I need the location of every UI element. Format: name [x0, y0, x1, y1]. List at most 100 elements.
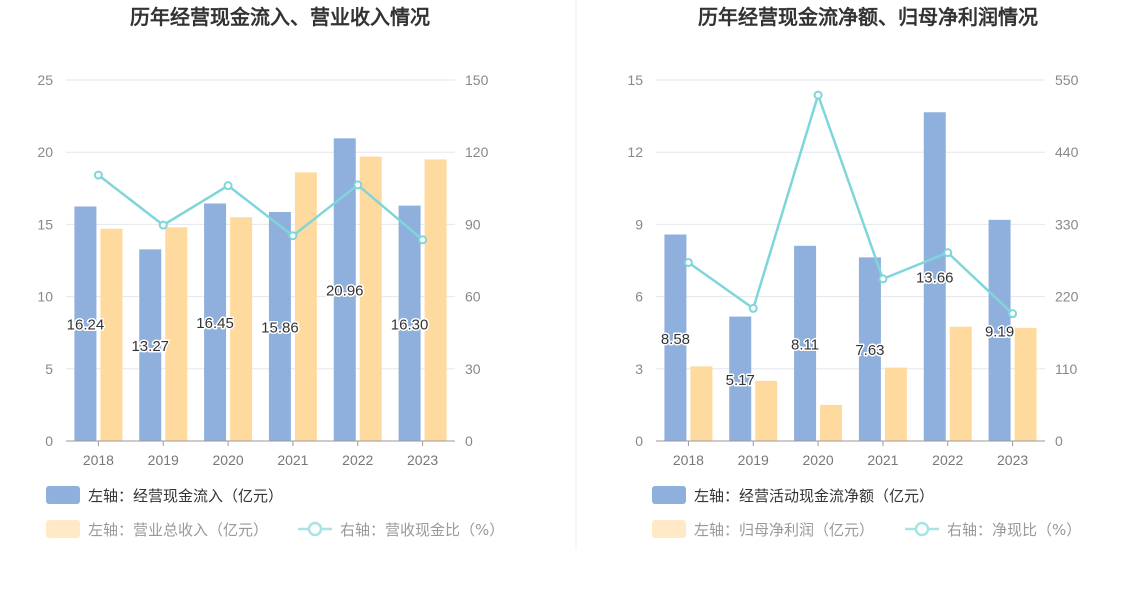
data-label: 13.66	[916, 270, 954, 287]
bar-secondary	[755, 380, 778, 441]
line-series	[97, 174, 424, 241]
y-left-tick-label: 20	[37, 144, 53, 160]
data-label: 8.58	[661, 331, 690, 348]
x-tick-label: 2022	[342, 452, 373, 468]
bar-primary	[729, 316, 752, 441]
x-tick-label: 2020	[803, 452, 834, 468]
bar-secondary	[690, 366, 713, 441]
x-tick-label: 2023	[407, 452, 438, 468]
line-point	[223, 181, 233, 191]
data-label: 13.27	[131, 338, 169, 355]
bar-primary	[268, 211, 291, 441]
chart-title: 历年经营现金流净额、归母净利润情况	[698, 5, 1038, 29]
x-tick-label: 2018	[673, 452, 704, 468]
x-tick-label: 2019	[148, 452, 179, 468]
legend-swatch	[652, 486, 686, 504]
bar-secondary	[230, 217, 253, 441]
y-left-tick-label: 25	[37, 72, 53, 88]
legend-label: 左轴：经营现金流入（亿元）	[88, 487, 283, 505]
bar-primary	[988, 219, 1011, 441]
bar-secondary	[100, 228, 123, 441]
x-tick-label: 2022	[932, 452, 963, 468]
line-point	[683, 257, 693, 267]
legend-line-marker	[914, 521, 930, 537]
line-point	[158, 220, 168, 230]
bar-primary	[858, 257, 881, 441]
y-right-tick-label: 550	[1055, 72, 1079, 88]
legend-line-marker	[307, 521, 323, 537]
legend-label: 右轴：净现比（%）	[947, 521, 1081, 539]
y-right-tick-label: 60	[465, 289, 481, 305]
data-label: 5.17	[726, 372, 755, 389]
data-label: 7.63	[855, 342, 884, 359]
bar-secondary	[820, 404, 843, 441]
bar-primary	[204, 203, 227, 441]
bar-secondary	[165, 227, 188, 441]
legend-label: 右轴：营收现金比（%）	[340, 521, 504, 539]
x-tick-label: 2021	[867, 452, 898, 468]
legend-swatch	[652, 520, 686, 538]
bar-primary	[794, 245, 817, 441]
x-tick-label: 2023	[997, 452, 1028, 468]
legend-swatch	[46, 520, 80, 538]
y-right-tick-label: 90	[465, 216, 481, 232]
data-label: 16.45	[196, 315, 234, 332]
data-label: 15.86	[261, 319, 299, 336]
chart-left: 历年经营现金流入、营业收入情况 0 5 10 15 20 25 0 30 60 90 120 150…	[37, 5, 504, 539]
y-left-tick-label: 9	[635, 216, 643, 232]
bar-primary	[74, 206, 97, 441]
y-right-tick-label: 150	[465, 72, 489, 88]
bar-primary	[139, 249, 162, 441]
line-point	[813, 90, 823, 100]
bar-primary	[333, 138, 356, 442]
bar-secondary	[359, 156, 382, 442]
bar-secondary	[294, 172, 317, 441]
y-right-tick-label: 110	[1055, 361, 1078, 377]
legend-label: 左轴：归母净利润（亿元）	[694, 521, 874, 539]
y-right-tick-label: 30	[465, 361, 481, 377]
y-left-tick-label: 5	[45, 361, 53, 377]
y-left-tick-label: 6	[635, 289, 643, 305]
legend-swatch	[46, 486, 80, 504]
y-left-tick-label: 0	[45, 433, 53, 449]
bar-secondary	[1014, 327, 1037, 441]
chart-title: 历年经营现金流入、营业收入情况	[130, 5, 430, 29]
x-tick-label: 2018	[83, 452, 114, 468]
data-label: 8.11	[791, 336, 819, 353]
line-series	[687, 91, 1014, 315]
y-left-tick-label: 10	[37, 289, 53, 305]
legend-label: 左轴：营业总收入（亿元）	[88, 521, 268, 539]
chart-right: 历年经营现金流净额、归母净利润情况 0 3 6 9 12 15 0 110 220 330 440…	[627, 5, 1081, 539]
y-left-tick-label: 12	[627, 144, 643, 160]
y-left-tick-label: 15	[627, 72, 643, 88]
y-left-tick-label: 15	[37, 216, 53, 232]
y-right-tick-label: 0	[465, 433, 473, 449]
x-tick-label: 2020	[213, 452, 244, 468]
data-label: 16.24	[67, 317, 105, 334]
bar-primary	[664, 234, 687, 441]
bar-primary	[923, 112, 946, 442]
bar-primary	[398, 205, 421, 441]
data-label: 16.30	[391, 316, 429, 333]
line-point	[418, 235, 428, 245]
y-right-tick-label: 220	[1055, 289, 1079, 305]
x-tick-label: 2021	[277, 452, 308, 468]
line-point	[748, 303, 758, 313]
line-point	[93, 170, 103, 180]
y-right-tick-label: 440	[1055, 144, 1079, 160]
bar-secondary	[424, 159, 447, 442]
y-left-tick-label: 3	[635, 361, 643, 377]
y-right-tick-label: 0	[1055, 433, 1063, 449]
line-point	[288, 231, 298, 241]
data-label: 9.19	[985, 323, 1014, 340]
y-right-tick-label: 330	[1055, 216, 1079, 232]
line-point	[1008, 309, 1018, 319]
line-point	[353, 180, 363, 190]
x-tick-label: 2019	[738, 452, 769, 468]
y-right-tick-label: 120	[465, 144, 489, 160]
bar-secondary	[884, 367, 907, 441]
line-point	[943, 248, 953, 258]
bar-secondary	[949, 326, 972, 441]
legend-label: 左轴：经营活动现金流净额（亿元）	[694, 487, 934, 505]
